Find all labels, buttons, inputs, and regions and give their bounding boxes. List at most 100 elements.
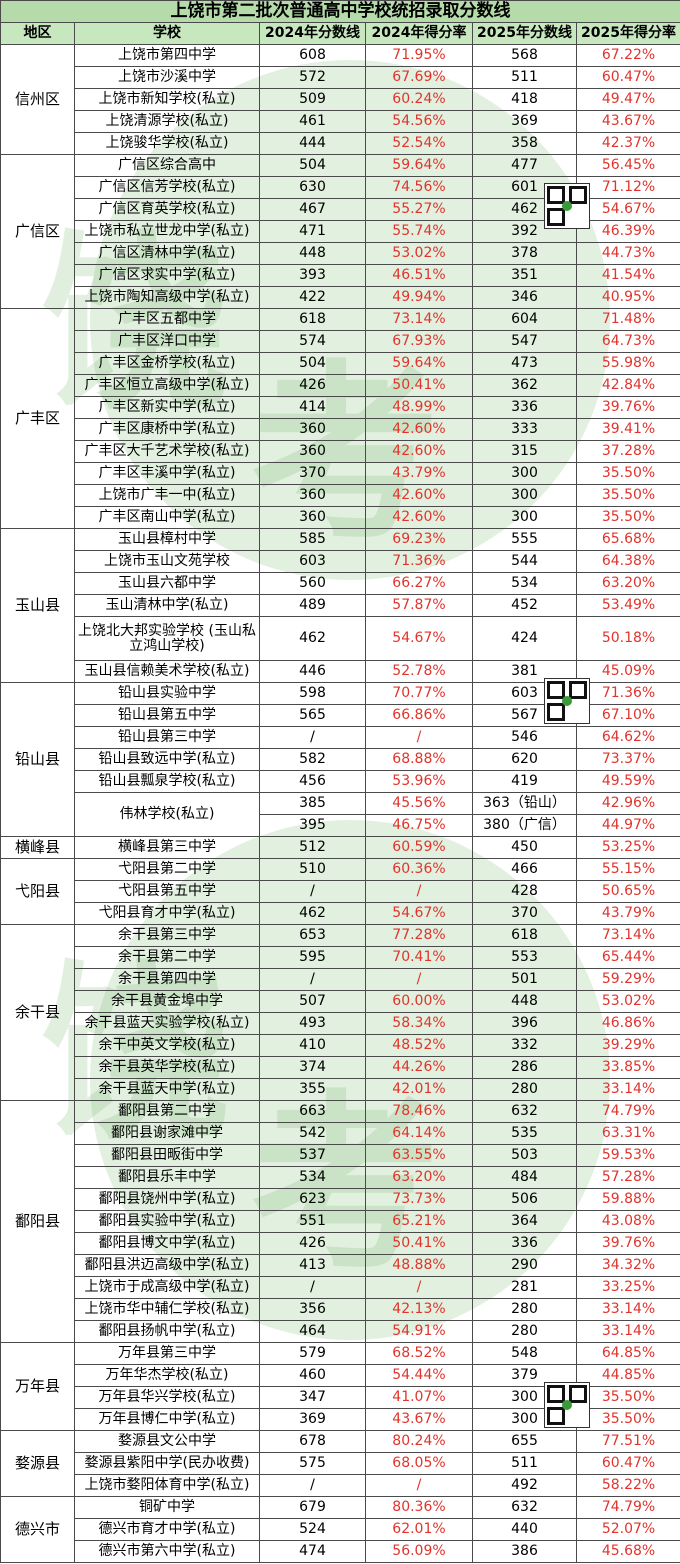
school-name: 广丰区恒立高级中学(私立) [74, 374, 260, 397]
rate-2025: 64.73% [575, 330, 680, 353]
score-2025: 300 [472, 506, 577, 529]
rate-2025: 33.14% [575, 1078, 680, 1101]
region-cell: 铅山县 [0, 682, 75, 837]
rate-2025: 50.65% [575, 880, 680, 903]
score-2025: 511 [472, 66, 577, 89]
score-2024: 467 [259, 198, 366, 221]
table-row: 伟林学校(私立) 385 45.56% 363（铅山） 42.96% [1, 792, 680, 837]
rate-2025: 74.79% [575, 1100, 680, 1123]
table-row: 鄱阳县田畈街中学 537 63.55% 503 59.53% [1, 1144, 680, 1167]
score-2025: 544 [472, 550, 577, 573]
score-2024: 504 [259, 154, 366, 177]
table-row: 弋阳县第五中学 //428 50.65% [1, 880, 680, 903]
rate-2024: 60.24% [365, 88, 473, 111]
header-region: 地区 [0, 22, 75, 45]
school-name: 鄱阳县乐丰中学 [74, 1166, 260, 1189]
score-2025: 290 [472, 1254, 577, 1277]
score-2024: 360 [259, 440, 366, 463]
table-row: 余干县 余干县第三中学 653 77.28% 618 73.14% [0, 924, 680, 1101]
rate-2025: 42.96% [575, 792, 680, 815]
score-2024: 524 [259, 1518, 366, 1541]
score-2025: 511 [472, 1452, 577, 1475]
score-2024: 509 [259, 88, 366, 111]
school-name: 上饶北大邦实验学校 (玉山私立鸿山学校) [74, 616, 260, 661]
rate-2024: 42.13% [365, 1298, 473, 1321]
score-2025: 300 [472, 484, 577, 507]
region-cell: 弋阳县 [0, 858, 75, 925]
score-2025: 546 [472, 726, 577, 749]
score-2025: 380（广信） [472, 814, 577, 837]
rate-2025: 59.88% [575, 1188, 680, 1211]
score-2024: 551 [259, 1210, 366, 1233]
rate-2025: 35.50% [575, 484, 680, 507]
rate-2025: 52.07% [575, 1518, 680, 1541]
score-2025: 280 [472, 1078, 577, 1101]
school-name: 铅山县实验中学 [74, 682, 260, 705]
score-2025: 428 [472, 880, 577, 903]
score-2025: 632 [472, 1100, 577, 1123]
score-2024: 565 [259, 704, 366, 727]
rate-2025: 43.67% [575, 110, 680, 133]
rate-2024: 42.60% [365, 506, 473, 529]
table-row: 广丰区洋口中学 574 67.93% 547 64.73% [1, 330, 680, 353]
score-2024: 542 [259, 1122, 366, 1145]
score-2025: 346 [472, 286, 577, 309]
school-name: 鄱阳县扬帆中学(私立) [74, 1320, 260, 1343]
rate-2025: 35.50% [575, 1386, 680, 1409]
score-2025: 450 [472, 836, 577, 859]
score-2024: 630 [259, 176, 366, 199]
score-2024: 489 [259, 594, 366, 617]
rate-2025: 35.50% [575, 1408, 680, 1431]
school-name: 上饶市玉山文苑学校 [74, 550, 260, 573]
rate-2025: 42.37% [575, 132, 680, 155]
rate-2024: 42.60% [365, 440, 473, 463]
school-name: 余干县第二中学 [74, 946, 260, 969]
rate-2024: 41.07% [365, 1386, 473, 1409]
rate-2024: / [365, 1276, 473, 1299]
school-name: 铜矿中学 [74, 1496, 260, 1519]
school-name: 铅山县致远中学(私立) [74, 748, 260, 771]
table-row: 余干县英华学校(私立) 374 44.26% 286 33.85% [1, 1056, 680, 1079]
rate-2025: 53.02% [575, 990, 680, 1013]
rate-2024: 55.27% [365, 198, 473, 221]
score-2025: 535 [472, 1122, 577, 1145]
rate-2025: 46.86% [575, 1012, 680, 1035]
table-row: 信州区 上饶市第四中学 608 71.95% 568 67.22% [0, 44, 680, 155]
rate-2024: 54.67% [365, 616, 473, 661]
school-name: 万年华杰学校(私立) [74, 1364, 260, 1387]
rate-2024: 60.00% [365, 990, 473, 1013]
rate-2024: 43.67% [365, 1408, 473, 1431]
school-name: 婺源县文公中学 [74, 1430, 260, 1453]
table-row: 鄱阳县谢家滩中学 542 64.14% 535 63.31% [1, 1122, 680, 1145]
school-name: 弋阳县育才中学(私立) [74, 902, 260, 925]
table-row: 余干县第四中学 //501 59.29% [1, 968, 680, 991]
table-row: 德兴市 铜矿中学 679 80.36% 632 74.79% [0, 1496, 680, 1563]
table-row: 上饶市于成高级中学(私立) //281 33.25% [1, 1276, 680, 1299]
rate-2025: 53.49% [575, 594, 680, 617]
table-row: 万年县 万年县第三中学 579 68.52% 548 64.85% [0, 1342, 680, 1431]
score-2025: 362 [472, 374, 577, 397]
school-name: 玉山清林中学(私立) [74, 594, 260, 617]
rate-2024: 67.93% [365, 330, 473, 353]
table-row: 万年县博仁中学(私立) 369 43.67% 300 35.50% [1, 1408, 680, 1431]
score-2024: 393 [259, 264, 366, 287]
rate-2024: 55.74% [365, 220, 473, 243]
score-2025: 484 [472, 1166, 577, 1189]
score-2024: 464 [259, 1320, 366, 1343]
score-2025: 369 [472, 110, 577, 133]
table-row: 鄱阳县 鄱阳县第二中学 663 78.46% 632 74.79% [0, 1100, 680, 1343]
rate-2025: 64.38% [575, 550, 680, 573]
rate-2025: 39.76% [575, 396, 680, 419]
score-2024: 493 [259, 1012, 366, 1035]
rate-2025: 43.79% [575, 902, 680, 925]
score-2024: 446 [259, 660, 366, 683]
region-cell: 玉山县 [0, 528, 75, 683]
rate-2025: 63.31% [575, 1122, 680, 1145]
score-2024: / [259, 726, 366, 749]
score-2025: 506 [472, 1188, 577, 1211]
score-2025: 336 [472, 396, 577, 419]
school-name: 鄱阳县饶州中学(私立) [74, 1188, 260, 1211]
table-row: 铅山县瓢泉学校(私立) 456 53.96% 419 49.59% [1, 770, 680, 793]
table-row: 德兴市第六中学(私立) 474 56.09% 386 45.68% [1, 1540, 680, 1563]
school-name: 广丰区康桥中学(私立) [74, 418, 260, 441]
